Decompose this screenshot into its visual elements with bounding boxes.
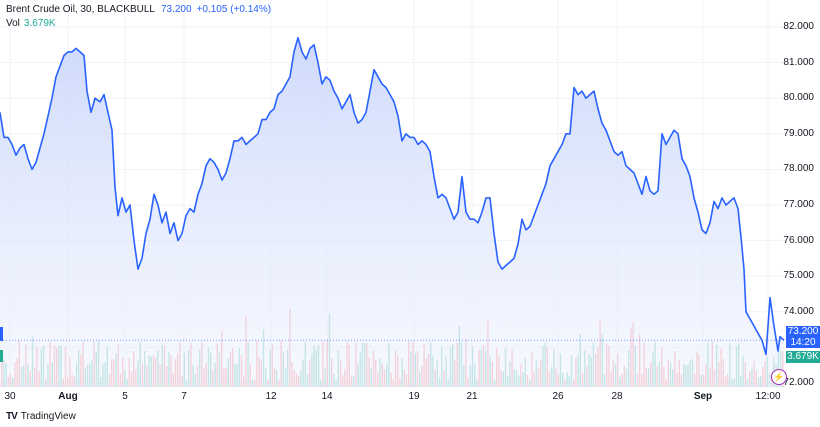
price-axis-label: 82.000 (783, 21, 814, 32)
time-axis-divider (0, 386, 785, 387)
price-axis-label: 72.000 (783, 377, 814, 388)
tradingview-logo-icon: TV (6, 411, 18, 422)
time-axis-label: 12 (265, 391, 277, 402)
lightning-icon[interactable]: ⚡ (771, 369, 787, 385)
price-axis-label: 80.000 (783, 92, 814, 104)
time-axis-label: 28 (611, 391, 623, 402)
volume-label-tag: 3.679K (786, 351, 820, 363)
legend-volume-row: Vol 3.679K (6, 17, 271, 31)
last-price: 73.200 (160, 4, 192, 15)
legend: Brent Crude Oil, 30, BLACKBULL 73.200 +0.1… (6, 3, 271, 31)
time-axis-label: 12:00 (755, 391, 781, 402)
time-axis-label: 5 (122, 391, 128, 402)
price-axis-label: 81.000 (783, 56, 814, 68)
last-price-label: 73.200 14:20 (786, 326, 820, 348)
bar-countdown: 14:20 (790, 337, 816, 348)
price-area-fill (0, 37, 784, 386)
price-axis-label: 77.000 (783, 199, 814, 210)
time-axis-label: 19 (408, 391, 420, 402)
price-axis-label: 79.000 (783, 127, 814, 139)
time-axis-label: 14 (321, 391, 333, 402)
price-axis-label: 76.000 (783, 234, 814, 246)
time-axis-label: Aug (58, 391, 78, 402)
price-axis-label: 74.000 (783, 305, 814, 317)
legend-symbol-row: Brent Crude Oil, 30, BLACKBULL 73.200 +0.1… (6, 3, 271, 17)
volume-value: 3.679K (23, 18, 56, 29)
price-axis-label: 75.000 (783, 270, 814, 282)
volume-label[interactable]: Vol (6, 18, 20, 29)
price-tag-value: 73.200 (787, 326, 819, 337)
tradingview-branding[interactable]: TV TradingView (6, 411, 76, 422)
time-axis-label: 7 (181, 391, 187, 402)
brand-name: TradingView (20, 411, 76, 422)
time-axis-label: 30 (4, 391, 16, 402)
time-axis-label: Sep (693, 391, 713, 402)
price-line[interactable] (0, 36, 785, 356)
left-price-marker (0, 327, 3, 341)
price-change: +0.105 (+0.14%) (196, 4, 272, 15)
price-axis-label: 78.000 (783, 163, 814, 175)
symbol-title[interactable]: Brent Crude Oil, 30, BLACKBULL (6, 4, 155, 15)
time-axis-label: 26 (552, 391, 564, 402)
left-volume-marker (0, 350, 3, 362)
time-axis-label: 21 (466, 391, 478, 402)
